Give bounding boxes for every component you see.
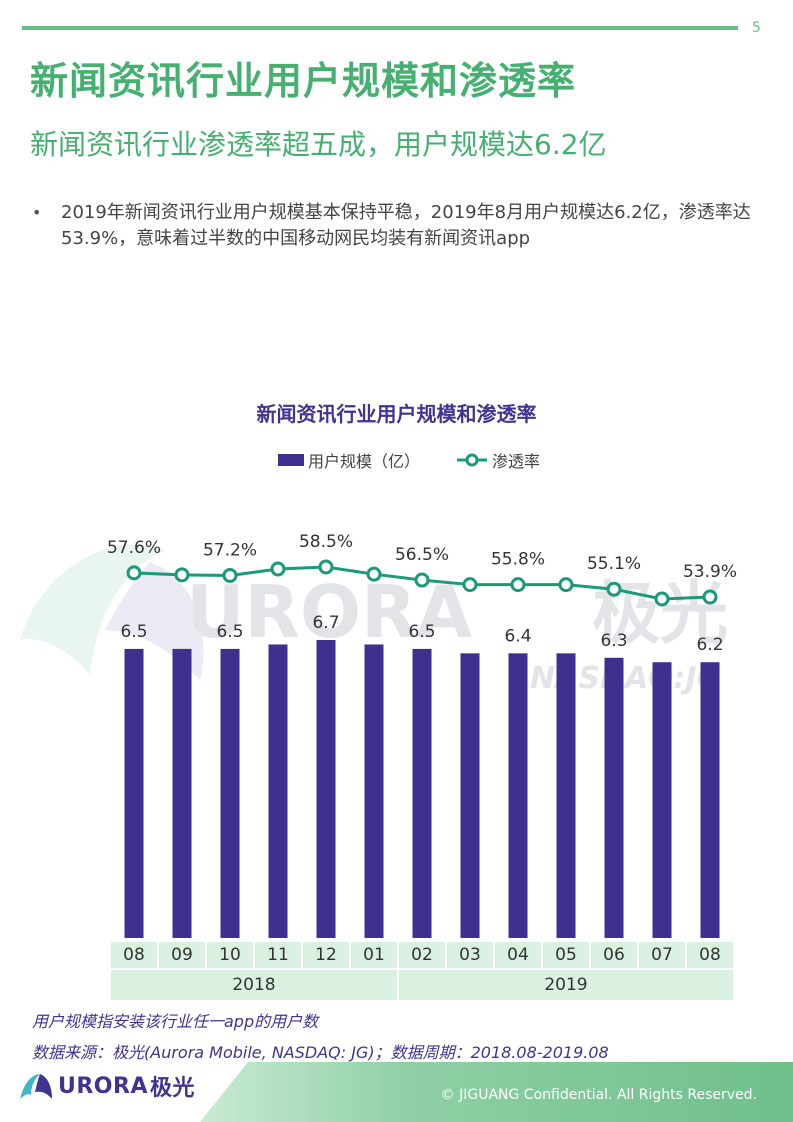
watermark-logo-shape (20, 544, 165, 675)
bar-6 (412, 648, 432, 938)
legend-label-users: 用户规模（亿） (308, 452, 421, 471)
x-tick-10: 06 (591, 942, 637, 968)
chart-title: 新闻资讯行业用户规模和渗透率 (256, 402, 537, 426)
footer-band (200, 1062, 793, 1122)
rate-label-12: 53.9% (683, 562, 737, 582)
copyright: © JIGUANG Confidential. All Rights Reser… (440, 1087, 757, 1103)
bullet-text: 2019年新闻资讯行业用户规模基本保持平稳，2019年8月用户规模达6.2亿，渗… (61, 202, 751, 249)
aurora-logo-icon (20, 1074, 52, 1099)
page-number: 5 (752, 20, 761, 36)
bar-label-6: 6.5 (408, 622, 435, 642)
footer-logo: URORA 极光 (18, 1070, 195, 1102)
x-tick-8: 04 (495, 942, 541, 968)
rate-labels: 57.6% 57.2% 58.5% 56.5% 55.8% 55.1% 53.9% (107, 532, 737, 582)
rate-point-8 (510, 577, 526, 593)
rate-point-1 (174, 567, 190, 583)
rate-point-4 (318, 559, 334, 575)
rate-point-9 (558, 577, 574, 593)
source-note: 数据来源：极光(Aurora Mobile, NASDAQ: JG)；数据周期：… (32, 1043, 609, 1062)
bar-2 (220, 648, 240, 938)
x-tick-3: 11 (255, 942, 301, 968)
rate-label-2: 57.2% (203, 540, 257, 560)
bar-12 (700, 662, 720, 938)
bar-11 (652, 662, 672, 938)
bar-1 (172, 648, 192, 938)
rate-point-7 (462, 577, 478, 593)
bar-4 (316, 640, 336, 938)
rate-point-2 (222, 567, 238, 583)
logo-text: URORA (58, 1073, 148, 1099)
rate-point-5 (366, 566, 382, 582)
rate-point-6 (414, 572, 430, 588)
x-tick-12: 08 (687, 942, 733, 968)
x-tick-7: 03 (447, 942, 493, 968)
year-label-1: 2019 (399, 970, 733, 1000)
bar-label-0: 6.5 (120, 622, 147, 642)
x-tick-9: 05 (543, 942, 589, 968)
rate-label-4: 58.5% (299, 532, 353, 552)
bar-9 (556, 653, 576, 938)
rate-point-12 (702, 589, 718, 605)
x-tick-6: 02 (399, 942, 445, 968)
bar-series (124, 640, 720, 938)
bar-5 (364, 644, 384, 938)
bar-0 (124, 648, 144, 938)
chart-plot: URORA 极光 NASDAQ:JG 6.5 6.5 6.7 6.5 6.4 6.3 6.2… (20, 532, 737, 938)
rate-point-10 (606, 581, 622, 597)
x-tick-2: 10 (207, 942, 253, 968)
logo-text-cn: 极光 (149, 1076, 195, 1101)
legend-bar-swatch (278, 454, 304, 466)
page-title: 新闻资讯行业用户规模和渗透率 (30, 59, 577, 103)
top-rule (22, 26, 738, 30)
rate-point-0 (126, 565, 142, 581)
bar-3 (268, 644, 288, 938)
bar-7 (460, 653, 480, 938)
year-label-0: 2018 (111, 970, 397, 1000)
rate-label-6: 56.5% (395, 545, 449, 565)
rate-label-0: 57.6% (107, 538, 161, 558)
legend-label-rate: 渗透率 (492, 452, 541, 471)
page-subtitle: 新闻资讯行业渗透率超五成，用户规模达6.2亿 (30, 128, 607, 161)
bar-10 (604, 657, 624, 938)
definition-note: 用户规模指安装该行业任一app的用户数 (32, 1012, 319, 1031)
x-tick-0: 08 (111, 942, 157, 968)
rate-point-3 (270, 561, 286, 577)
rate-point-11 (654, 591, 670, 607)
bar-label-12: 6.2 (696, 635, 723, 655)
bullet-dot: • (32, 203, 42, 222)
bar-labels: 6.5 6.5 6.7 6.5 6.4 6.3 6.2 (120, 613, 723, 655)
x-tick-4: 12 (303, 942, 349, 968)
bar-label-4: 6.7 (312, 613, 339, 633)
legend-item-rate: 渗透率 (456, 449, 540, 471)
bar-8 (508, 653, 528, 938)
bar-label-10: 6.3 (600, 631, 627, 651)
legend-line-swatch (457, 453, 487, 467)
legend-item-users: 用户规模（亿） (278, 449, 420, 471)
rate-label-8: 55.8% (491, 550, 545, 570)
bar-label-2: 6.5 (216, 622, 243, 642)
rate-points (126, 559, 718, 607)
x-tick-5: 01 (351, 942, 397, 968)
bar-label-8: 6.4 (504, 626, 531, 646)
rate-label-10: 55.1% (587, 554, 641, 574)
x-tick-1: 09 (159, 942, 205, 968)
x-tick-11: 07 (639, 942, 685, 968)
